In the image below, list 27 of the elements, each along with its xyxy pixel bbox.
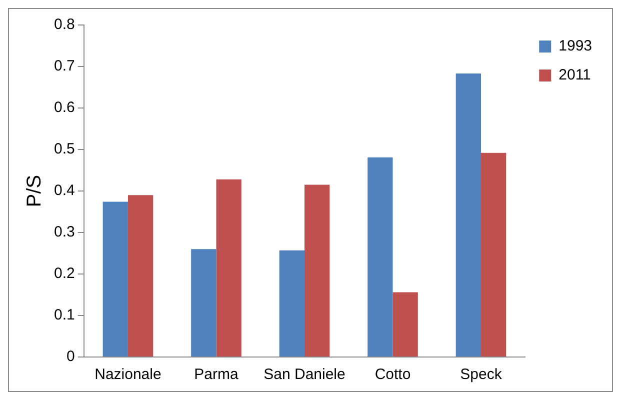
bar — [216, 179, 242, 356]
bar — [392, 292, 418, 356]
y-tick-label: 0.1 — [54, 306, 75, 324]
legend-label: 2011 — [558, 66, 591, 84]
bar — [368, 157, 393, 356]
bar — [304, 184, 330, 356]
y-tick-label: 0.7 — [54, 58, 75, 75]
y-tick-label: 0.3 — [54, 224, 75, 241]
y-tick-label: 0.5 — [54, 140, 75, 158]
x-tick-label: Cotto — [374, 366, 411, 384]
y-tick-label: 0.6 — [54, 99, 75, 116]
y-tick-label: 0.4 — [54, 182, 75, 200]
legend-label: 1993 — [558, 38, 592, 55]
bar — [456, 74, 482, 356]
y-tick-label: 0.2 — [54, 265, 75, 282]
x-tick-label: Nazionale — [94, 366, 162, 384]
bar — [102, 202, 128, 356]
bar — [191, 249, 216, 356]
bar — [481, 152, 506, 356]
y-tick-label: 0.8 — [54, 16, 75, 34]
y-tick-label: 0 — [66, 348, 75, 366]
x-tick-label: Parma — [194, 366, 239, 384]
y-axis-title: P/S — [24, 174, 46, 208]
bar — [279, 250, 304, 356]
x-tick-label: Speck — [460, 366, 502, 384]
x-tick-label: San Daniele — [264, 366, 346, 384]
bar — [128, 195, 154, 356]
